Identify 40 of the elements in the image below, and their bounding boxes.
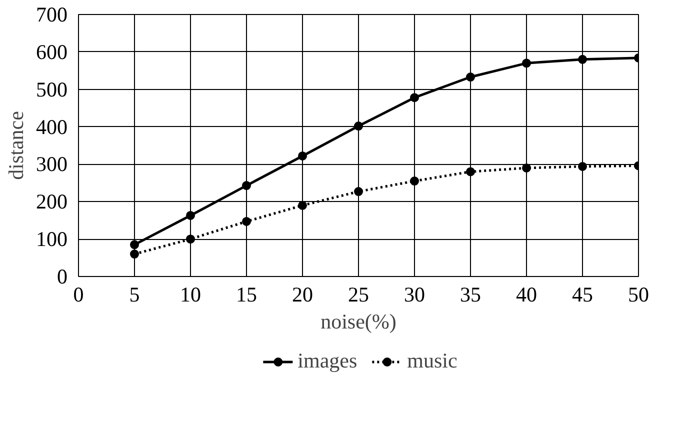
legend-label: music (407, 348, 458, 374)
point (410, 93, 419, 102)
x-tick-label: 15 (236, 282, 257, 306)
x-tick-label: 5 (129, 282, 140, 306)
point (522, 58, 531, 68)
x-tick-label: 30 (404, 282, 425, 306)
point (130, 240, 139, 250)
point (354, 122, 363, 131)
x-axis-title: noise(%) (320, 310, 396, 334)
point (354, 187, 363, 196)
x-tick-label: 40 (516, 282, 537, 306)
point (242, 216, 251, 226)
y-axis-title: distance (4, 111, 28, 180)
y-tick-label: 0 (57, 264, 68, 288)
point (410, 176, 419, 186)
x-tick-label: 25 (348, 282, 369, 306)
point (186, 211, 195, 220)
y-tick-label: 500 (36, 77, 68, 102)
legend-label: images (298, 348, 358, 374)
point (130, 250, 139, 259)
y-tick-label: 300 (36, 152, 68, 176)
point (466, 167, 475, 176)
y-tick-label: 400 (36, 114, 68, 139)
y-tick-label: 600 (36, 40, 68, 64)
point (298, 151, 307, 160)
point (578, 54, 587, 64)
x-tick-label: 45 (572, 282, 593, 306)
point (466, 72, 475, 82)
point (242, 181, 251, 190)
y-tick-label: 100 (36, 227, 68, 252)
x-tick-label: 20 (292, 282, 313, 306)
x-tick-label: 35 (460, 282, 481, 306)
y-tick-label: 700 (36, 2, 68, 26)
point (522, 163, 531, 172)
y-tick-label: 200 (36, 190, 68, 214)
x-tick-label: 50 (628, 282, 649, 306)
point (186, 234, 195, 244)
point (578, 162, 587, 171)
x-tick-label: 10 (180, 282, 201, 306)
x-tick-label: 0 (73, 282, 84, 306)
